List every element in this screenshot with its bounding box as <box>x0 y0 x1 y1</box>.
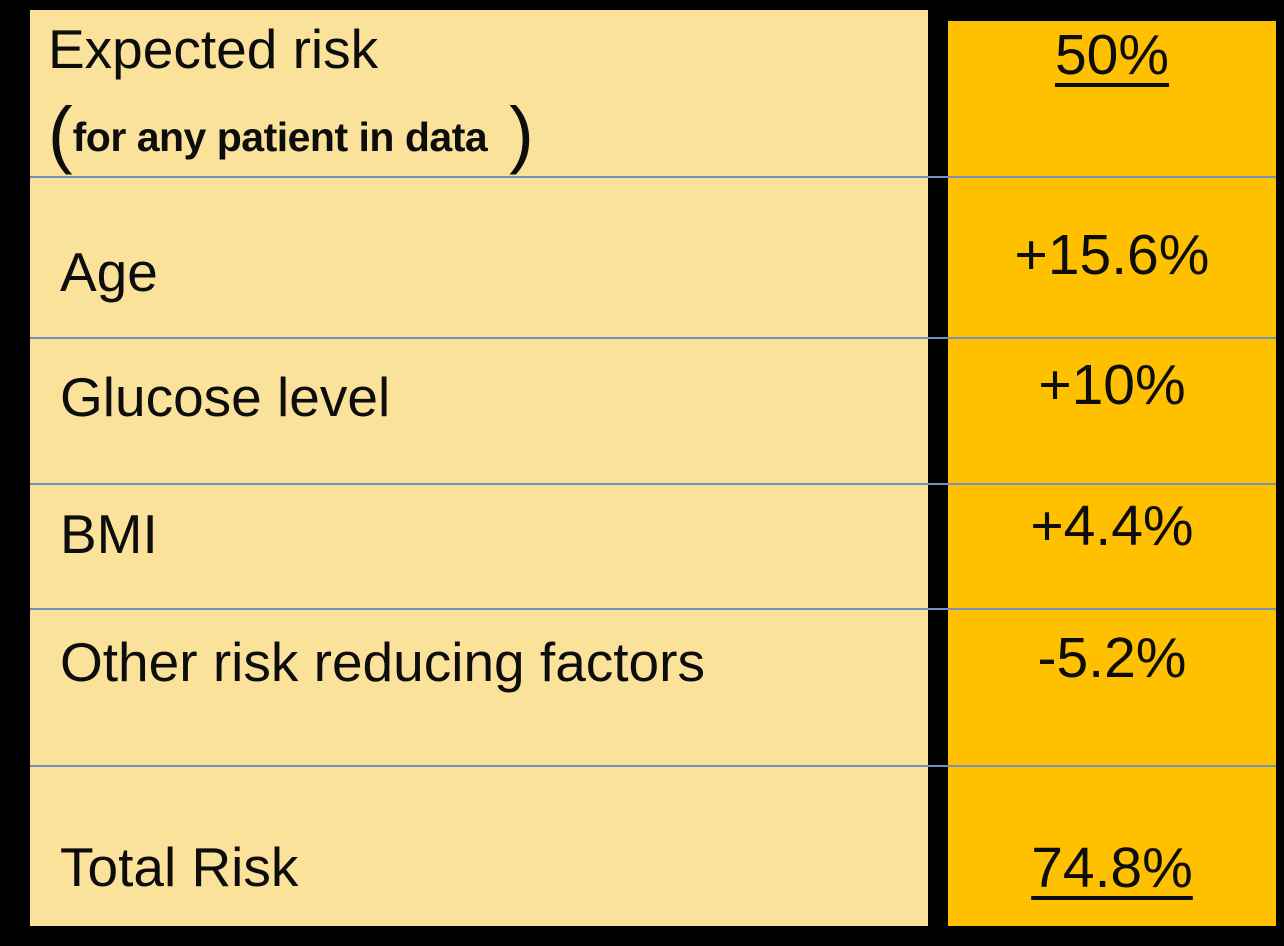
column-gutter <box>928 483 948 608</box>
glucose-level-label: Glucose level <box>60 366 391 428</box>
close-paren: ) <box>509 92 534 176</box>
column-gutter <box>928 765 948 926</box>
row-value-total-risk: 74.8% <box>948 765 1276 926</box>
column-gutter <box>928 176 948 337</box>
risk-breakdown-table: Expected risk (for any patient in data) … <box>30 10 1276 926</box>
row-label-expected-risk: Expected risk (for any patient in data) <box>30 10 928 176</box>
expected-risk-sublabel-text: for any patient in data <box>72 114 488 161</box>
row-value-age: +15.6% <box>948 176 1276 337</box>
row-value-glucose-level: +10% <box>948 337 1276 483</box>
bmi-label: BMI <box>60 503 158 565</box>
glucose-level-value: +10% <box>1038 353 1186 417</box>
other-risk-reducing-factors-value: -5.2% <box>1037 626 1187 690</box>
column-gutter <box>928 337 948 483</box>
column-gutter <box>928 608 948 765</box>
age-value: +15.6% <box>1014 223 1210 287</box>
row-label-bmi: BMI <box>30 483 928 608</box>
row-label-other-risk-reducing-factors: Other risk reducing factors <box>30 608 928 765</box>
total-risk-value: 74.8% <box>1031 836 1193 900</box>
age-label: Age <box>60 241 158 303</box>
expected-risk-label: Expected risk <box>48 18 379 80</box>
row-value-bmi: +4.4% <box>948 483 1276 608</box>
bmi-value: +4.4% <box>1030 494 1194 558</box>
row-label-glucose-level: Glucose level <box>30 337 928 483</box>
column-gutter <box>928 10 948 176</box>
row-label-total-risk: Total Risk <box>30 765 928 926</box>
open-paren: ( <box>48 92 73 176</box>
total-risk-label: Total Risk <box>60 836 299 898</box>
row-value-other-risk-reducing-factors: -5.2% <box>948 608 1276 765</box>
row-label-age: Age <box>30 176 928 337</box>
expected-risk-value: 50% <box>1054 23 1170 87</box>
row-value-expected-risk: 50% <box>948 10 1276 176</box>
expected-risk-sublabel: (for any patient in data) <box>48 91 928 176</box>
other-risk-reducing-factors-label: Other risk reducing factors <box>60 631 705 693</box>
